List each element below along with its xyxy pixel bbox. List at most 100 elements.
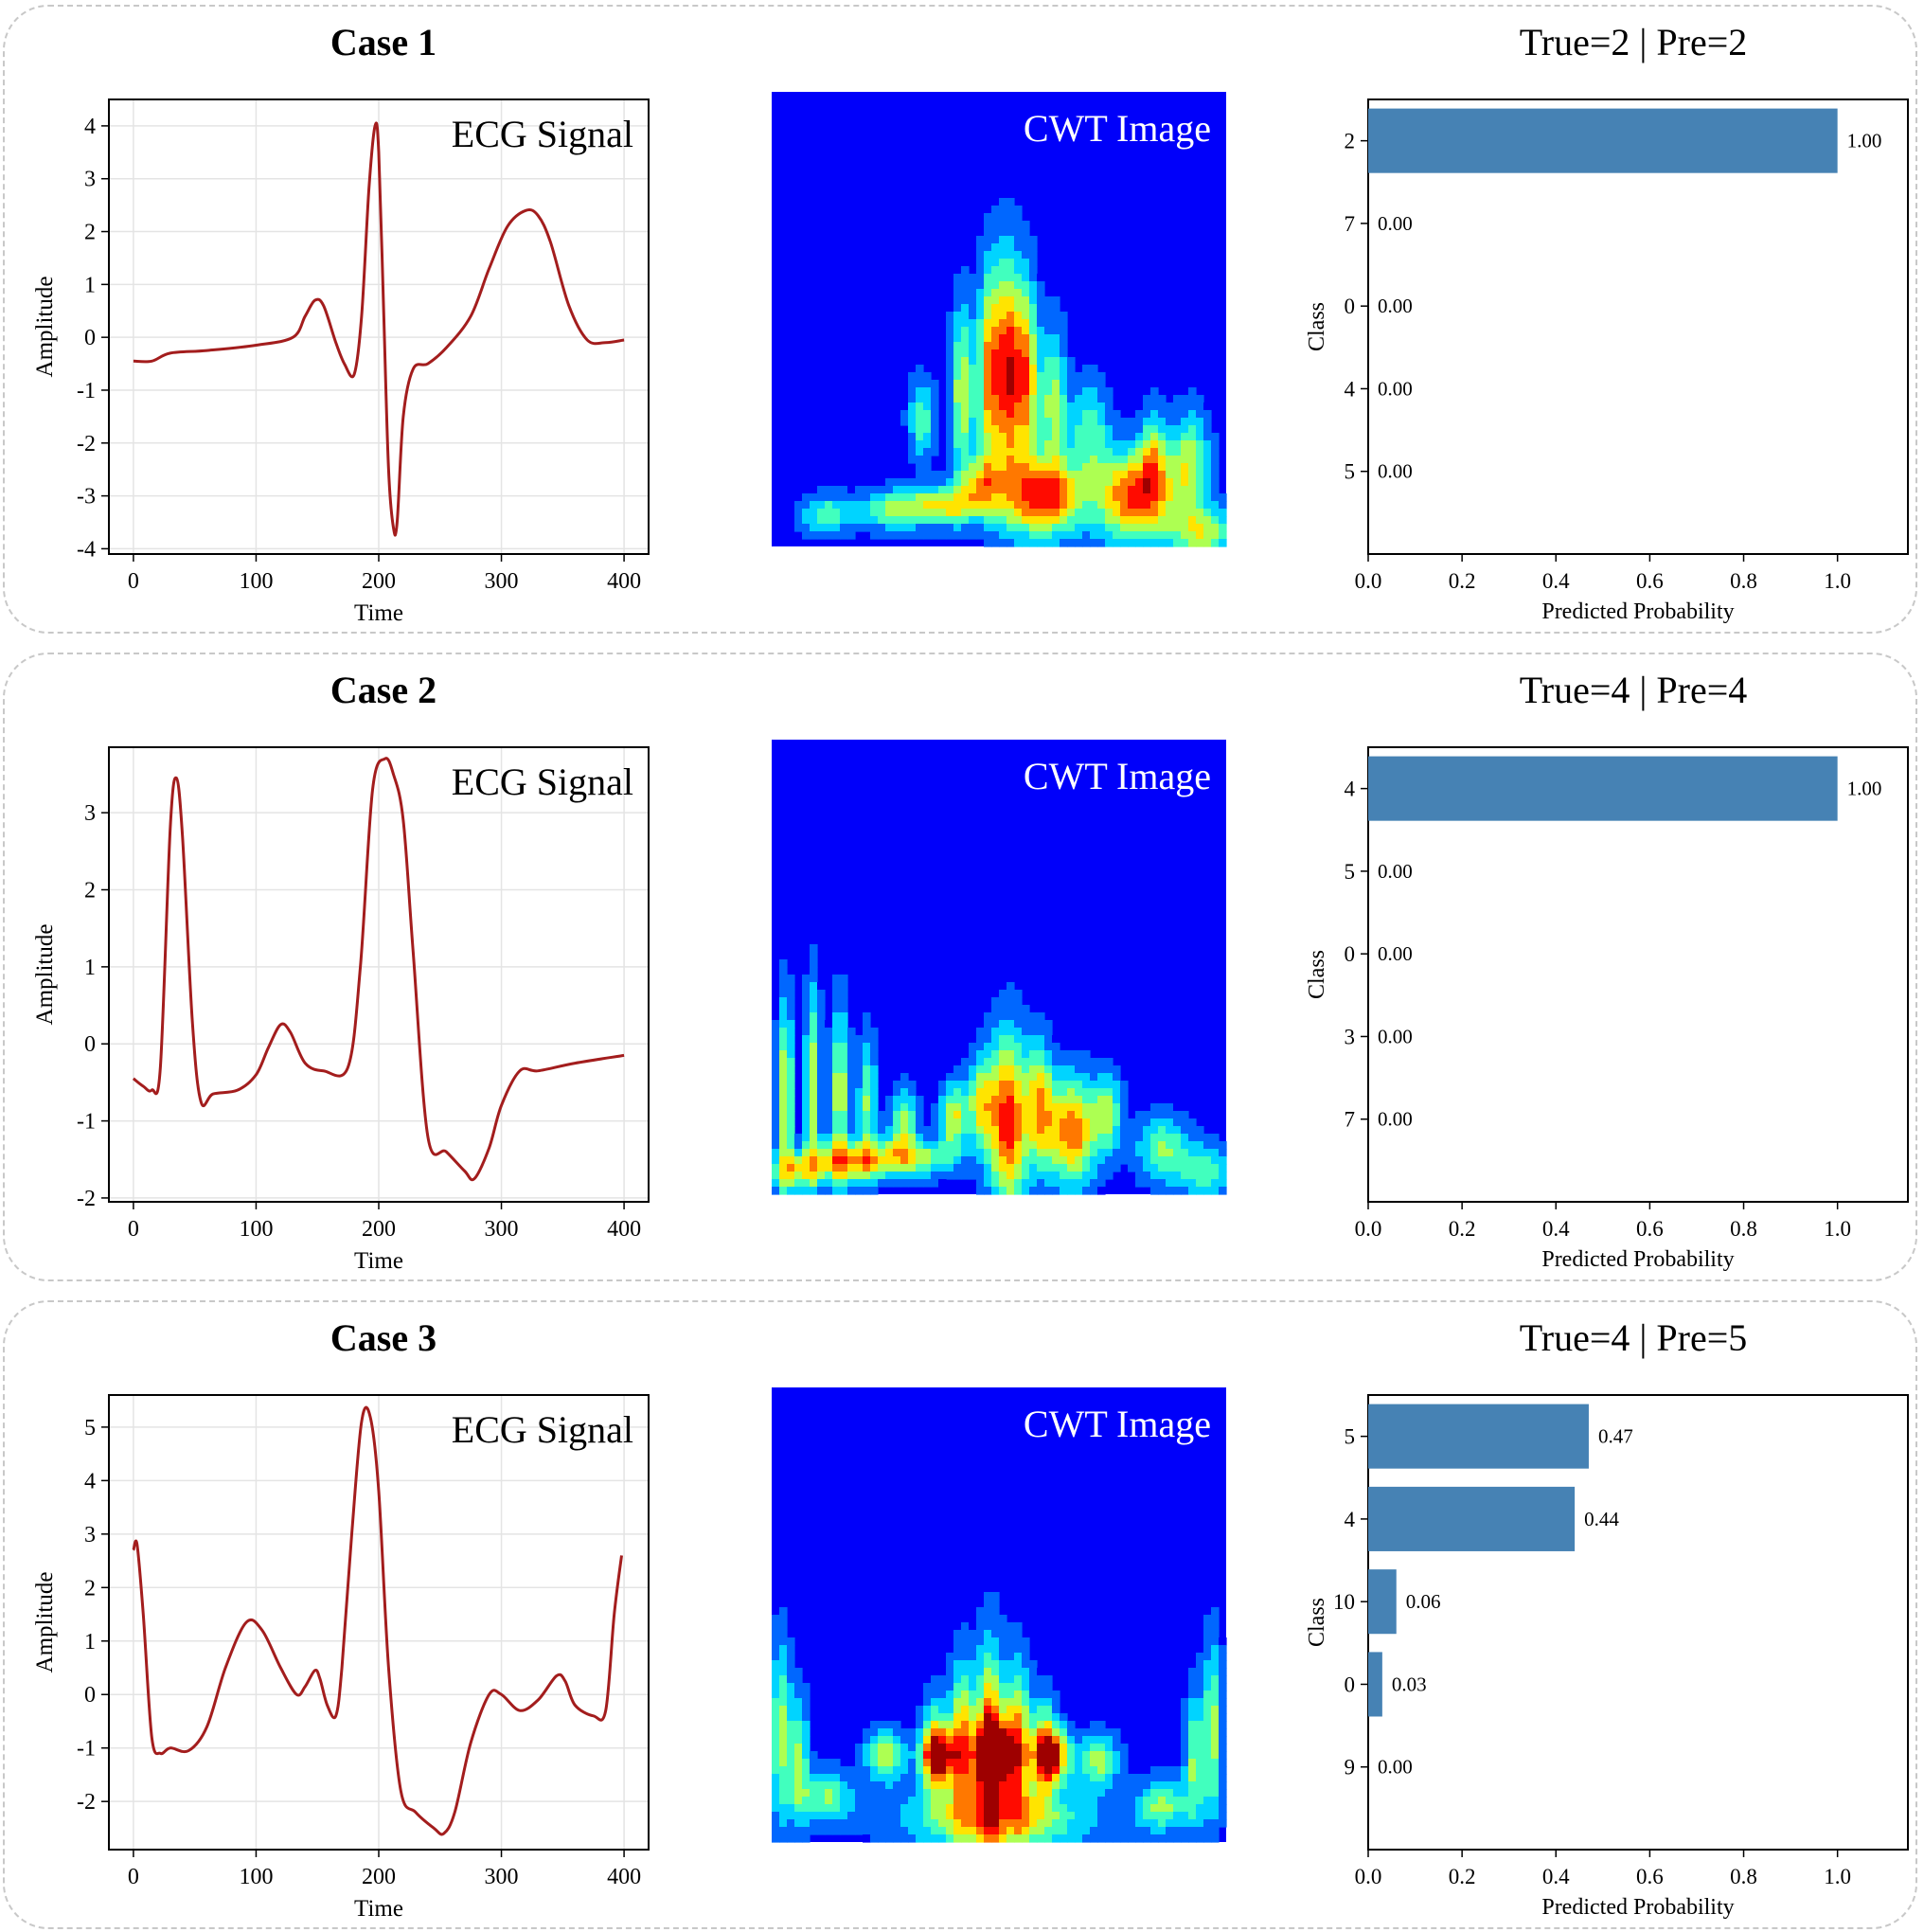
cwt-cell xyxy=(870,486,879,494)
cwt-cell xyxy=(1105,1156,1113,1165)
cwt-cell xyxy=(1196,448,1204,456)
cwt-cell xyxy=(1067,1736,1076,1744)
cwt-cell xyxy=(1022,509,1030,517)
cwt-cell xyxy=(1090,1081,1098,1089)
cwt-cell xyxy=(1196,1774,1204,1782)
cwt-cell xyxy=(1158,509,1167,517)
cwt-cell xyxy=(938,1781,947,1790)
cwt-cell xyxy=(1203,1759,1212,1767)
cwt-cell xyxy=(772,1043,780,1051)
cwt-cell xyxy=(1120,1126,1129,1135)
cwt-cell xyxy=(1203,1781,1212,1790)
cwt-cell xyxy=(1097,1134,1106,1142)
cwt-cell xyxy=(1007,509,1015,517)
cwt-cell xyxy=(1014,1675,1023,1684)
cwt-cell xyxy=(810,1812,818,1820)
cwt-cell xyxy=(976,1118,985,1127)
cwt-cell xyxy=(1029,1172,1038,1180)
cwt-cell xyxy=(802,1797,811,1805)
cwt-cell xyxy=(779,1827,788,1835)
cwt-cell xyxy=(1007,1804,1015,1813)
cwt-cell xyxy=(999,198,1007,206)
cwt-cell xyxy=(1075,418,1083,426)
cwt-cell xyxy=(961,357,970,366)
cwt-cell xyxy=(802,1005,811,1013)
cwt-cell xyxy=(1082,1141,1091,1150)
cwt-cell xyxy=(1075,1065,1083,1074)
cwt-cell xyxy=(1166,1118,1174,1127)
cwt-cell xyxy=(840,982,848,991)
plot-label: ECG Signal xyxy=(452,760,633,803)
cwt-cell xyxy=(855,1187,864,1195)
cwt-cell xyxy=(863,516,871,525)
class-tick-label: 3 xyxy=(1345,1025,1356,1048)
cwt-cell xyxy=(938,501,947,510)
cwt-cell xyxy=(855,1111,864,1119)
cwt-cell xyxy=(931,1172,939,1180)
cwt-cell xyxy=(984,213,992,222)
cwt-cell xyxy=(1022,1834,1030,1843)
cwt-cell xyxy=(1211,1789,1220,1798)
cwt-cell xyxy=(1105,1081,1113,1089)
cwt-cell xyxy=(1029,1766,1038,1775)
cwt-cell xyxy=(1113,1728,1121,1737)
cwt-cell xyxy=(1120,501,1129,510)
cwt-cell xyxy=(1075,539,1083,547)
cwt-cell xyxy=(794,1706,803,1714)
cwt-cell xyxy=(825,1118,833,1127)
cwt-cell xyxy=(1219,1660,1227,1669)
cwt-cell xyxy=(961,1812,970,1820)
cwt-cell xyxy=(1052,425,1060,434)
cwt-cell xyxy=(787,1118,795,1127)
cwt-cell xyxy=(1007,486,1015,494)
cwt-cell xyxy=(1007,531,1015,540)
cwt-cell xyxy=(1113,1088,1121,1097)
cwt-cell xyxy=(900,1751,909,1760)
cwt-cell xyxy=(1211,1774,1220,1782)
cwt-cell xyxy=(772,1088,780,1097)
cwt-cell xyxy=(802,501,811,510)
cwt-cell xyxy=(1044,463,1053,472)
cwt-cell xyxy=(946,1744,954,1752)
cwt-cell xyxy=(1014,1134,1023,1142)
cwt-cell xyxy=(787,1156,795,1165)
cwt-cell xyxy=(1150,1103,1159,1112)
cwt-cell xyxy=(794,1690,803,1699)
bar-value-label: 0.03 xyxy=(1392,1673,1427,1695)
cwt-cell xyxy=(984,1774,992,1782)
cwt-cell xyxy=(1029,1683,1038,1691)
cwt-cell xyxy=(1014,243,1023,252)
cwt-cell xyxy=(1203,1728,1212,1737)
cwt-cell xyxy=(976,1050,985,1059)
cwt-cell xyxy=(969,1690,977,1699)
cwt-cell xyxy=(1166,448,1174,456)
cwt-cell xyxy=(885,1141,894,1150)
cwt-cell xyxy=(1052,1111,1060,1119)
cwt-cell xyxy=(991,312,1000,320)
cwt-cell xyxy=(946,531,954,540)
cwt-cell xyxy=(953,1812,962,1820)
cwt-cell xyxy=(1007,1774,1015,1782)
cwt-cell xyxy=(1143,433,1151,441)
cwt-cell xyxy=(969,1622,977,1631)
cwt-cell xyxy=(923,1789,932,1798)
cwt-cell xyxy=(863,1081,871,1089)
cwt-cell xyxy=(1022,1126,1030,1135)
cwt-cell xyxy=(1181,1698,1189,1707)
cwt-cell xyxy=(1037,319,1045,328)
cwt-cell xyxy=(946,410,954,419)
cwt-cell xyxy=(1181,410,1189,419)
cwt-cell xyxy=(1150,463,1159,472)
result-title: True=4 | Pre=5 xyxy=(1519,1316,1748,1359)
cwt-cell xyxy=(817,1827,826,1835)
cwt-cell xyxy=(999,1050,1007,1059)
cwt-cell xyxy=(1196,1164,1204,1172)
cwt-cell xyxy=(984,1179,992,1188)
cwt-cell xyxy=(1150,1118,1159,1127)
cwt-cell xyxy=(810,975,818,983)
cwt-cell xyxy=(1219,1675,1227,1684)
cwt-cell xyxy=(878,1827,886,1835)
cwt-cell xyxy=(1044,1766,1053,1775)
cwt-cell xyxy=(1029,1065,1038,1074)
cwt-cell xyxy=(1128,1834,1136,1843)
